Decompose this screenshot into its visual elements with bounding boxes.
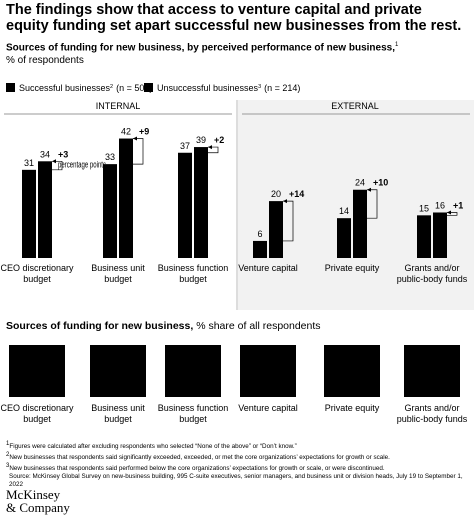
value-label: 33 (105, 152, 115, 162)
value-label: 24 (355, 178, 365, 188)
logo: McKinsey & Company (6, 488, 70, 514)
category-label: CEO discretionary budget (0, 403, 74, 424)
category-label: Business function budget (157, 263, 229, 284)
bar (119, 138, 133, 258)
bar (337, 218, 351, 258)
footnote-mark: 1 (6, 441, 10, 447)
bar (269, 201, 283, 258)
difference-unit-text: percentage points (58, 159, 106, 169)
difference-bracket (119, 138, 144, 165)
group-label: EXTERNAL (331, 101, 379, 111)
footnote: 3New businesses that respondents said pe… (6, 462, 468, 473)
bar (433, 212, 447, 258)
bar (178, 152, 192, 258)
footnote-text: New businesses that respondents said sig… (9, 454, 390, 462)
legend-n: (n = 214) (264, 83, 300, 93)
share-square (165, 345, 221, 397)
legend-note: 3 (258, 84, 261, 90)
legend-name: Successful businesses (19, 83, 111, 93)
category-label: Venture capital (238, 403, 298, 413)
share-square (240, 345, 296, 397)
footnote: 2New businesses that respondents said si… (6, 451, 468, 462)
legend-name: Unsuccessful businesses (157, 83, 259, 93)
footnote-text: Figures were calculated after excluding … (9, 443, 297, 451)
chart: Successful businesses2 (n = 508) Unsuccess… (4, 83, 474, 310)
difference-unit: percentage points (58, 159, 106, 169)
bar (103, 164, 117, 258)
difference-label: +9 (139, 127, 149, 137)
value-label: 42 (121, 127, 131, 137)
value-label: 34 (40, 149, 50, 159)
difference-label: +10 (373, 178, 388, 188)
arrowhead (133, 136, 137, 141)
bar (194, 147, 208, 258)
legend-n: (n = 508) (116, 83, 152, 93)
legend-note: 2 (110, 84, 113, 90)
bar (253, 240, 267, 258)
bar (38, 161, 52, 258)
share-square (324, 345, 380, 397)
legend-swatch (6, 83, 15, 92)
logo-line: & Company (6, 500, 70, 515)
arrowhead (367, 187, 371, 192)
value-label: 14 (339, 206, 349, 216)
value-label: 37 (180, 141, 190, 151)
subtitle-text: Sources of funding for new business, by … (6, 42, 395, 54)
share-title-rest: % share of all respondents (196, 320, 321, 332)
difference-bracket (269, 200, 294, 242)
bar (22, 169, 36, 258)
value-label: 15 (419, 203, 429, 213)
subtitle: Sources of funding for new business, by … (6, 42, 398, 53)
category-label: Venture capital (238, 263, 298, 273)
source: Source: McKinsey Global Survey on new-bu… (9, 473, 463, 489)
difference-label: +14 (289, 189, 304, 199)
difference-label: +3 (58, 149, 68, 159)
bar (353, 189, 367, 258)
value-label: 16 (435, 200, 445, 210)
category-label: Business function budget (157, 403, 229, 424)
share-title: Sources of funding for new business, % s… (6, 320, 321, 332)
logo-line: McKinsey (6, 487, 61, 502)
share-square (90, 345, 146, 397)
category-label: Grants and/or public-body funds (396, 263, 468, 284)
footnote-mark: 3 (6, 463, 10, 470)
category-label: Private equity (324, 263, 380, 273)
legend-label: Unsuccessful businesses3 (n = 214) (157, 83, 300, 93)
difference-bracket (38, 160, 63, 171)
footnote-mark: 2 (6, 452, 10, 459)
footnote-text: New businesses that respondents said per… (9, 465, 385, 473)
difference-bracket (433, 212, 458, 216)
legend-swatch (144, 83, 153, 92)
category-label: Business unit budget (91, 403, 145, 424)
footnotes: 1Figures were calculated after excluding… (6, 440, 468, 489)
difference-label: +2 (214, 135, 224, 145)
title: The findings show that access to venture… (6, 2, 462, 34)
value-label: 6 (257, 229, 262, 239)
difference-bracket (194, 146, 219, 154)
category-label: CEO discretionary budget (0, 263, 74, 284)
bar (417, 215, 431, 258)
share-title-bold: Sources of funding for new business, (6, 320, 194, 332)
category-label: Business unit budget (91, 263, 145, 284)
share-square (404, 345, 460, 397)
category-label: Grants and/or public-body funds (396, 403, 468, 424)
category-label: Private equity (324, 403, 380, 413)
arrowhead (208, 145, 212, 150)
value-label: 31 (24, 158, 34, 168)
group-label: INTERNAL (96, 101, 141, 111)
legend-label: Successful businesses2 (n = 508) (19, 83, 152, 93)
value-label: 39 (196, 135, 206, 145)
footnote: 1Figures were calculated after excluding… (6, 440, 468, 451)
difference-label: +1 (453, 200, 463, 210)
arrowhead (52, 159, 56, 164)
footnote-ref: 1 (394, 42, 399, 48)
value-label: 20 (271, 189, 281, 199)
share-square (9, 345, 65, 397)
arrowhead (447, 210, 451, 215)
arrowhead (283, 199, 287, 204)
difference-bracket (353, 189, 378, 219)
unit-label: % of respondents (6, 55, 84, 66)
